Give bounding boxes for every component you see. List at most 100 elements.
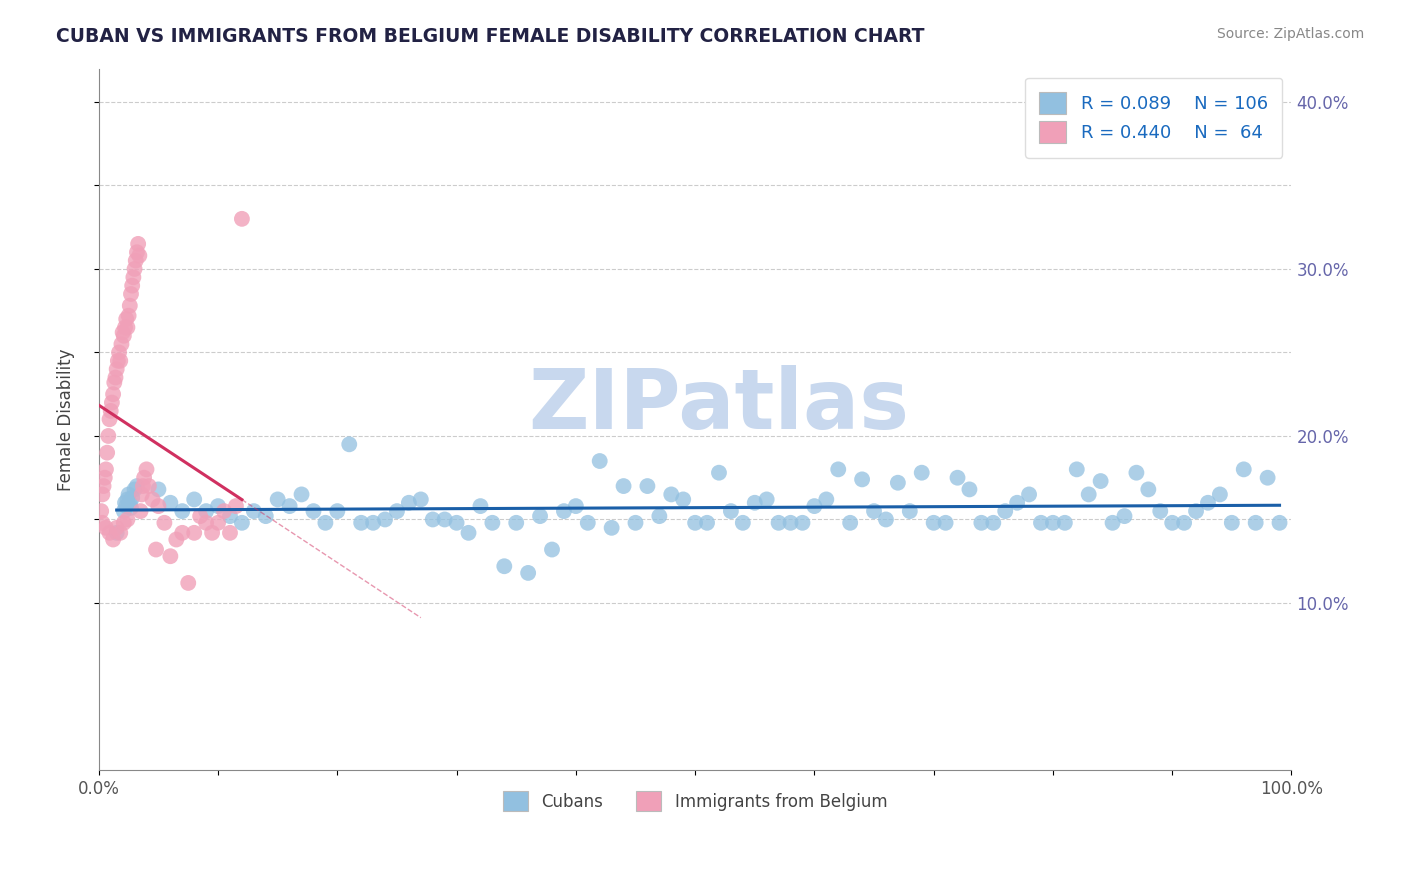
Point	[138, 479, 160, 493]
Point	[648, 509, 671, 524]
Point	[839, 516, 862, 530]
Point	[98, 412, 121, 426]
Point	[165, 533, 187, 547]
Point	[851, 472, 873, 486]
Point	[1220, 516, 1243, 530]
Point	[875, 512, 897, 526]
Point	[457, 525, 479, 540]
Point	[1029, 516, 1052, 530]
Point	[129, 504, 152, 518]
Point	[613, 479, 636, 493]
Point	[115, 312, 138, 326]
Point	[122, 270, 145, 285]
Point	[112, 328, 135, 343]
Point	[935, 516, 957, 530]
Point	[1209, 487, 1232, 501]
Text: Source: ZipAtlas.com: Source: ZipAtlas.com	[1216, 27, 1364, 41]
Point	[529, 509, 551, 524]
Point	[117, 492, 139, 507]
Point	[565, 499, 588, 513]
Legend: Cubans, Immigrants from Belgium: Cubans, Immigrants from Belgium	[489, 778, 901, 825]
Point	[101, 395, 124, 409]
Point	[98, 525, 121, 540]
Point	[946, 471, 969, 485]
Point	[1101, 516, 1123, 530]
Point	[827, 462, 849, 476]
Point	[1161, 516, 1184, 530]
Point	[1268, 516, 1291, 530]
Point	[105, 521, 128, 535]
Point	[755, 492, 778, 507]
Point	[470, 499, 492, 513]
Point	[141, 492, 163, 507]
Point	[600, 521, 623, 535]
Point	[120, 500, 142, 515]
Point	[94, 521, 117, 535]
Point	[683, 516, 706, 530]
Point	[659, 487, 682, 501]
Point	[385, 504, 408, 518]
Point	[302, 504, 325, 518]
Point	[105, 525, 128, 540]
Point	[624, 516, 647, 530]
Point	[433, 512, 456, 526]
Y-axis label: Female Disability: Female Disability	[58, 348, 75, 491]
Point	[1090, 474, 1112, 488]
Point	[118, 299, 141, 313]
Point	[1053, 516, 1076, 530]
Point	[172, 504, 194, 518]
Point	[97, 429, 120, 443]
Point	[117, 309, 139, 323]
Point	[125, 245, 148, 260]
Point	[481, 516, 503, 530]
Point	[108, 345, 131, 359]
Point	[398, 496, 420, 510]
Point	[101, 533, 124, 547]
Point	[576, 516, 599, 530]
Point	[243, 504, 266, 518]
Point	[1018, 487, 1040, 501]
Point	[118, 496, 141, 510]
Point	[177, 576, 200, 591]
Point	[120, 287, 142, 301]
Point	[1257, 471, 1279, 485]
Point	[103, 376, 125, 390]
Point	[898, 504, 921, 518]
Point	[1244, 516, 1267, 530]
Point	[278, 499, 301, 513]
Point	[212, 504, 235, 518]
Point	[768, 516, 790, 530]
Point	[1125, 466, 1147, 480]
Point	[1197, 496, 1219, 510]
Point	[494, 559, 516, 574]
Point	[815, 492, 838, 507]
Point	[124, 483, 146, 497]
Point	[350, 516, 373, 530]
Point	[219, 525, 242, 540]
Point	[188, 509, 211, 524]
Point	[225, 499, 247, 513]
Point	[374, 512, 396, 526]
Point	[361, 516, 384, 530]
Point	[505, 516, 527, 530]
Point	[207, 516, 229, 530]
Point	[779, 516, 801, 530]
Point	[970, 516, 993, 530]
Point	[720, 504, 742, 518]
Point	[115, 499, 138, 513]
Point	[1185, 504, 1208, 518]
Point	[91, 487, 114, 501]
Point	[153, 516, 176, 530]
Point	[792, 516, 814, 530]
Point	[409, 492, 432, 507]
Point	[124, 262, 146, 277]
Point	[981, 516, 1004, 530]
Point	[117, 320, 139, 334]
Point	[145, 542, 167, 557]
Point	[114, 496, 136, 510]
Point	[589, 454, 612, 468]
Point	[267, 492, 290, 507]
Point	[290, 487, 312, 501]
Point	[201, 525, 224, 540]
Point	[94, 462, 117, 476]
